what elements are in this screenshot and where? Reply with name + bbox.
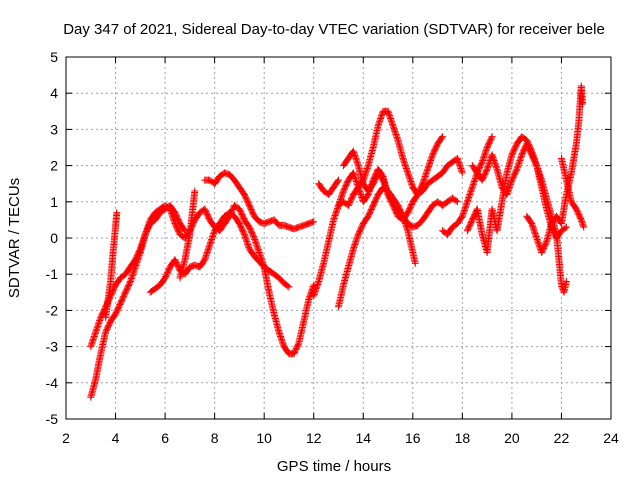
y-tick-label: -5 <box>46 411 59 427</box>
series-sat-p <box>557 154 588 231</box>
y-tick-label: -4 <box>46 375 59 391</box>
plot-frame <box>65 56 612 420</box>
chart-title: Day 347 of 2021, Sidereal Day-to-day VTE… <box>63 21 605 38</box>
y-tick-label: 1 <box>50 194 58 210</box>
data-point <box>487 134 495 142</box>
series-sat-f <box>201 169 318 233</box>
data-point <box>335 176 342 184</box>
data-point <box>488 133 496 141</box>
data-point <box>561 224 569 232</box>
data-point <box>580 223 588 231</box>
x-tick-label: 24 <box>603 430 619 446</box>
data-point <box>562 277 570 285</box>
y-tick-label: 2 <box>50 158 58 174</box>
series-sat-a <box>87 201 189 401</box>
series-sat-g <box>315 176 342 199</box>
data-point <box>439 133 447 141</box>
x-tick-label: 16 <box>405 430 421 446</box>
data-point <box>180 226 188 234</box>
y-tick-label: 4 <box>50 85 58 101</box>
x-axis-ticks: 2 4 6 8 10 12 14 16 18 20 22 24 <box>62 57 619 446</box>
grid-lines <box>66 57 611 419</box>
series-sat-o <box>523 82 587 256</box>
data-point <box>458 169 466 177</box>
x-tick-label: 6 <box>161 430 169 446</box>
y-axis-label: SDTVAR / TECUs <box>6 178 23 298</box>
x-tick-label: 14 <box>355 430 371 446</box>
data-point <box>453 198 461 206</box>
series-sat-d <box>146 209 293 296</box>
y-tick-label: 3 <box>50 121 58 137</box>
data-point <box>334 177 342 185</box>
data-point <box>542 239 550 247</box>
x-tick-label: 22 <box>554 430 570 446</box>
data-point <box>438 134 446 142</box>
data-point <box>579 100 587 108</box>
x-axis-label: GPS time / hours <box>277 458 391 475</box>
y-tick-label: 0 <box>50 230 58 246</box>
data-point <box>284 282 292 290</box>
x-tick-label: 18 <box>455 430 471 446</box>
y-tick-label: 5 <box>50 49 58 65</box>
data-point <box>562 223 570 231</box>
series-sat-c <box>102 209 121 322</box>
data-point <box>411 259 419 267</box>
x-tick-label: 20 <box>504 430 520 446</box>
x-tick-label: 10 <box>256 430 272 446</box>
series-sat-l <box>439 133 496 238</box>
y-tick-label: -3 <box>46 339 59 355</box>
x-tick-label: 8 <box>211 430 219 446</box>
series-sat-k <box>339 147 461 231</box>
data-point <box>285 283 293 291</box>
y-tick-label: -1 <box>46 266 59 282</box>
data-point <box>294 340 302 348</box>
data-point <box>191 187 199 195</box>
data-points <box>87 82 588 401</box>
x-tick-label: 4 <box>112 430 120 446</box>
data-point <box>310 218 318 226</box>
x-tick-label: 2 <box>62 430 70 446</box>
x-tick-label: 12 <box>306 430 322 446</box>
y-tick-label: -2 <box>46 302 59 318</box>
data-point <box>113 209 121 217</box>
data-point <box>452 197 460 205</box>
series-sat-e <box>176 187 199 282</box>
